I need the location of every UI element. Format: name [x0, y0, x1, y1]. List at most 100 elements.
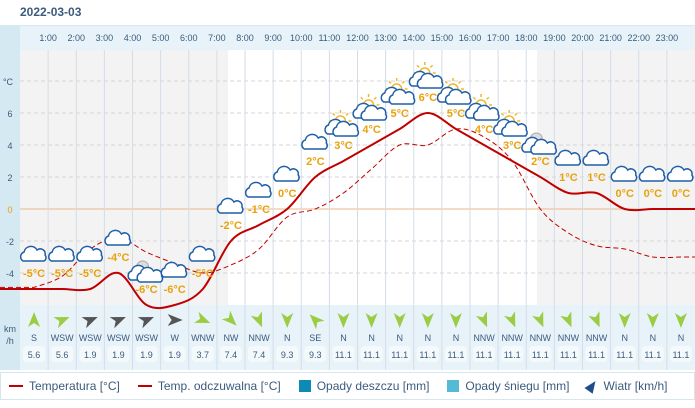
legend-snow[interactable]: Opady śniegu [mm] — [447, 379, 569, 393]
temperature-label: 0°C — [278, 188, 297, 200]
y-tick-label: -2 — [6, 237, 14, 247]
hour-label: 6:00 — [180, 33, 198, 43]
arrow-shape — [194, 311, 211, 324]
arrow-shape — [646, 313, 659, 328]
temperature-line — [0, 111, 695, 310]
wind-arrow-icon — [588, 311, 600, 328]
arrow-shape — [109, 316, 126, 329]
sun-ray — [429, 64, 434, 68]
wind-speed: 3.7 — [197, 350, 210, 360]
wind-speed: 11.1 — [363, 350, 380, 360]
wind-arrow-icon — [503, 311, 516, 328]
temperature-label: 6°C — [419, 92, 438, 104]
wind-direction: N — [621, 333, 628, 343]
wind-speed-box — [360, 346, 383, 362]
wind-speed: 11.1 — [616, 350, 633, 360]
moon-cloud-icon — [127, 260, 164, 283]
cloud-shape — [360, 104, 388, 121]
cloud-shape — [610, 165, 638, 182]
cloud-shape — [472, 104, 500, 121]
cloud-shape — [501, 120, 528, 137]
legend-feels-like[interactable]: Temp. odczuwalna [°C] — [137, 379, 281, 393]
wind-speed-box — [529, 346, 552, 362]
wind-speed: 1.9 — [140, 350, 153, 360]
arrow-shape — [365, 313, 378, 328]
arrow-shape — [337, 313, 350, 328]
cloud-shape — [48, 245, 75, 262]
wind-direction: NNW — [586, 333, 608, 343]
sun-cloud-icon — [380, 78, 416, 105]
temperature-label: 1°C — [587, 172, 606, 184]
temperature-label: 2°C — [306, 156, 325, 168]
wind-speed: 7.4 — [225, 350, 238, 360]
wind-speed: 11.1 — [391, 350, 408, 360]
hour-label: 22:00 — [627, 33, 650, 43]
hour-label: 5:00 — [152, 33, 170, 43]
wind-arrow-icon — [194, 311, 211, 324]
temperature-label: -5°C — [23, 268, 45, 280]
arrow-shape — [560, 311, 572, 328]
wind-arrow-icon — [309, 314, 325, 330]
wind-speed: 11.1 — [644, 350, 661, 360]
wind-speed: 11.1 — [532, 350, 549, 360]
temperature-label: -5°C — [192, 268, 214, 280]
sun-ray — [388, 80, 392, 84]
wind-arrow-icon — [81, 316, 98, 329]
wind-arrow-icon — [221, 310, 237, 326]
legend-temperature[interactable]: Temperatura [°C] — [9, 379, 120, 393]
hour-label: 13:00 — [374, 33, 397, 43]
wind-speed-box — [641, 346, 664, 362]
arrow-shape — [618, 313, 631, 328]
wind-speed-box — [51, 346, 74, 362]
hour-label: 15:00 — [431, 33, 454, 43]
cloud-shape — [666, 165, 694, 182]
y-tick-label: -4 — [6, 269, 14, 279]
temperature-label: 4°C — [362, 124, 381, 136]
sun-cloud-icon — [352, 94, 388, 121]
cloud-icon — [610, 165, 638, 182]
sun-ray — [401, 80, 405, 84]
arrow-shape — [167, 314, 183, 326]
sun-ray — [360, 96, 364, 100]
cloud-shape — [444, 88, 472, 105]
wind-direction: N — [678, 333, 685, 343]
wind-arrow-icon — [281, 313, 294, 328]
arrow-shape — [281, 313, 294, 328]
hour-label: 21:00 — [599, 33, 622, 43]
legend-rain[interactable]: Opady deszczu [mm] — [298, 379, 429, 393]
arrow-shape — [393, 313, 406, 328]
temperature-label: -6°C — [136, 284, 158, 296]
sun-ray — [514, 112, 518, 116]
wind-speed-box — [107, 346, 130, 362]
wind-direction: NNW — [501, 333, 523, 343]
legend-label: Wiatr [km/h] — [603, 379, 668, 393]
temperature-label: -1°C — [248, 204, 270, 216]
sun-ray — [486, 96, 490, 100]
arrow-shape — [503, 311, 516, 328]
wind-direction: WSW — [51, 333, 74, 343]
cloud-icon — [160, 261, 188, 278]
cloud-shape — [160, 261, 188, 278]
sun-cloud-icon — [408, 62, 444, 89]
arrow-shape — [309, 314, 325, 330]
temperature-label: 3°C — [503, 140, 522, 152]
temperature-label: -2°C — [220, 220, 242, 232]
legend-wind[interactable]: Wiatr [km/h] — [584, 378, 668, 394]
cloud-icon — [76, 245, 103, 262]
wind-direction: W — [170, 333, 179, 343]
cloud-icon — [19, 245, 47, 262]
wind-arrow-icon — [532, 311, 544, 328]
wind-speed: 11.1 — [448, 350, 465, 360]
wind-arrow-icon — [109, 316, 126, 329]
hour-label: 7:00 — [208, 33, 226, 43]
cloud-shape — [76, 245, 103, 262]
y-tick-label: 4 — [7, 141, 12, 151]
wind-speed-box — [248, 346, 271, 362]
wind-arrow-icon — [674, 313, 687, 328]
cloud-icon — [273, 165, 300, 182]
cloud-shape — [19, 245, 47, 262]
cloud-shape — [638, 165, 666, 182]
sun-ray — [472, 96, 476, 100]
wind-speed-box — [388, 346, 411, 362]
arrow-shape — [674, 313, 687, 328]
